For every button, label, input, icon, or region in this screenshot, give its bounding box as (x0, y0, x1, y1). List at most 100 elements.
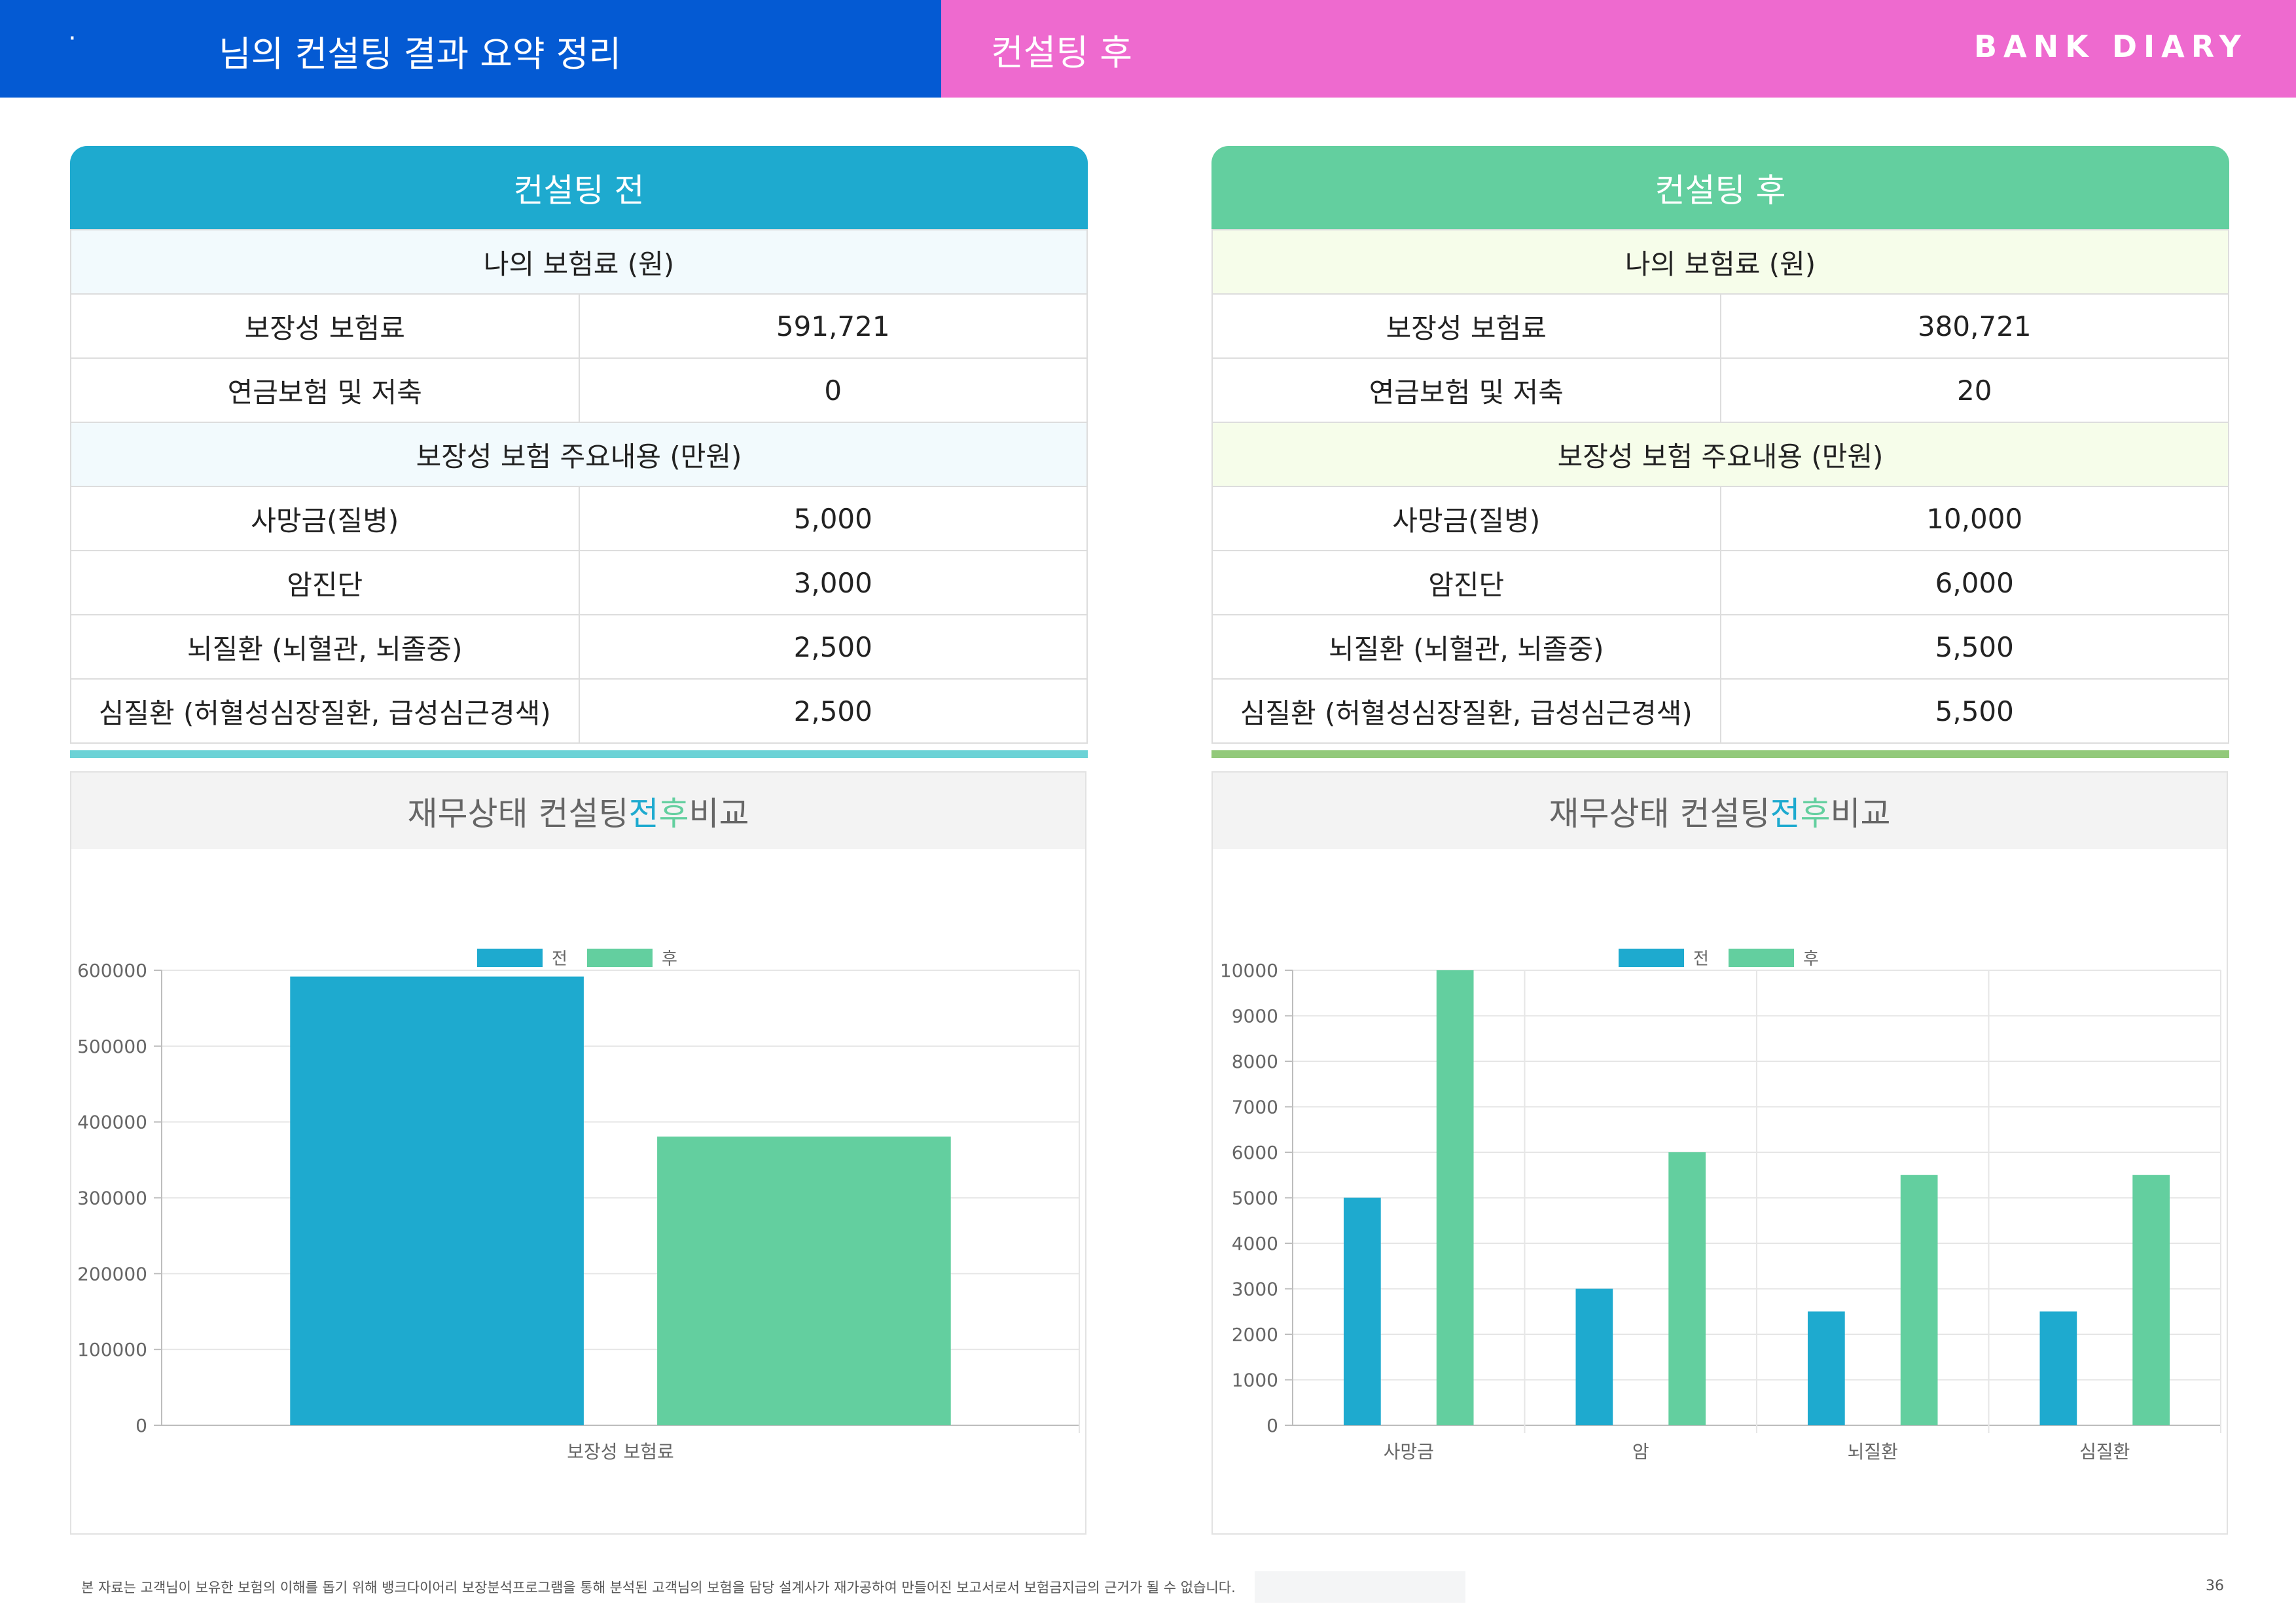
table-row: 나의 보험료 (원) (1211, 229, 2229, 295)
y-tick-label: 8000 (1232, 1051, 1278, 1072)
y-tick-label: 0 (1266, 1415, 1278, 1436)
y-tick-label: 9000 (1232, 1006, 1278, 1027)
before-panel: 컨설팅 전 나의 보험료 (원) 보장성 보험료 591,721 연금보험 및 저… (70, 146, 1088, 758)
table-row: 뇌질환 (뇌혈관, 뇌졸중) 5,500 (1211, 614, 2229, 680)
header-right-bar (941, 0, 2296, 98)
y-tick-label: 5000 (1232, 1188, 1278, 1209)
premium-bar-chart: 전 후 0 100000 200000 300000 400000 500000 600000 보… (77, 949, 1080, 1463)
row-value: 10,000 (1719, 486, 2229, 551)
y-tick-label: 4000 (1232, 1233, 1278, 1254)
bar (1575, 1288, 1613, 1425)
chart-title-prefix: 재무상태 컨설팅 (1549, 794, 1770, 833)
row-value: 380,721 (1719, 293, 2229, 359)
row-label: 보장성 보험료 (1211, 293, 1721, 359)
y-tick-label: 0 (135, 1415, 147, 1436)
y-tick-label: 6000 (1232, 1142, 1278, 1163)
legend-swatch (477, 949, 543, 967)
table-row: 연금보험 및 저축 20 (1211, 357, 2229, 423)
y-tick-label: 100000 (77, 1339, 147, 1360)
y-tick-label: 400000 (77, 1112, 147, 1133)
before-panel-title: 컨설팅 전 (70, 146, 1088, 229)
before-table: 나의 보험료 (원) 보장성 보험료 591,721 연금보험 및 저축 0 보장성… (70, 229, 1088, 744)
page-number: 36 (2206, 1578, 2224, 1594)
x-tick-label: 사망금 (1384, 1441, 1434, 1463)
x-tick-label: 보장성 보험료 (567, 1441, 673, 1463)
row-label: 암진단 (1211, 550, 1721, 615)
coverage-section-header: 보장성 보험 주요내용 (만원) (70, 422, 1088, 487)
legend-label: 전 (552, 949, 567, 969)
row-value: 5,000 (578, 486, 1088, 551)
chart-title-suffix: 비교 (689, 794, 749, 833)
x-tick-label: 심질환 (2079, 1441, 2130, 1463)
row-value: 2,500 (578, 678, 1088, 744)
row-label: 연금보험 및 저축 (1211, 357, 1721, 423)
row-label: 심질환 (허혈성심장질환, 급성심근경색) (70, 678, 580, 744)
y-tick-label: 3000 (1232, 1279, 1278, 1300)
y-tick-label: 600000 (77, 960, 147, 981)
y-tick-label: 2000 (1232, 1324, 1278, 1345)
row-label: 연금보험 및 저축 (70, 357, 580, 423)
bar (1668, 1152, 1706, 1425)
table-row: 연금보험 및 저축 0 (70, 357, 1088, 423)
bar (1807, 1311, 1845, 1425)
row-value: 2,500 (578, 614, 1088, 680)
chart-title-before: 전 (628, 794, 659, 833)
bar (657, 1136, 951, 1425)
y-tick-label: 500000 (77, 1036, 147, 1057)
y-tick-label: 200000 (77, 1263, 147, 1285)
y-tick-label: 7000 (1232, 1097, 1278, 1118)
bar (2132, 1175, 2170, 1425)
x-tick-label: 뇌질환 (1848, 1441, 1898, 1463)
brand-logo: BANK DIARY (1974, 29, 2248, 64)
chart-title-prefix: 재무상태 컨설팅 (407, 794, 629, 833)
chart-title-before: 전 (1770, 794, 1801, 833)
row-label: 암진단 (70, 550, 580, 615)
row-label: 뇌질환 (뇌혈관, 뇌졸중) (70, 614, 580, 680)
row-value: 5,500 (1719, 678, 2229, 744)
table-row: 암진단 6,000 (1211, 550, 2229, 615)
table-row: 암진단 3,000 (70, 550, 1088, 615)
header-left-bar: · 님의 컨설팅 결과 요약 정리 (0, 0, 941, 98)
row-value: 5,500 (1719, 614, 2229, 680)
row-value: 0 (578, 357, 1088, 423)
bar (1343, 1197, 1381, 1425)
row-label: 사망금(질병) (70, 486, 580, 551)
divider-strip (70, 750, 1088, 758)
table-row: 보장성 보험 주요내용 (만원) (1211, 422, 2229, 487)
legend-swatch (1619, 949, 1684, 967)
table-row: 심질환 (허혈성심장질환, 급성심근경색) 2,500 (70, 678, 1088, 744)
row-label: 사망금(질병) (1211, 486, 1721, 551)
coverage-bar-chart: 전 후 0 1000 2000 3000 4000 5000 6000 7000 8000 9000 1… (1220, 949, 2221, 1463)
table-row: 보장성 보험 주요내용 (만원) (70, 422, 1088, 487)
y-tick-label: 10000 (1220, 960, 1278, 981)
footer-box (1255, 1571, 1465, 1603)
bar (290, 976, 584, 1425)
bar (1436, 970, 1474, 1425)
chart-title-after: 후 (658, 794, 689, 833)
after-panel-title: 컨설팅 후 (1211, 146, 2229, 229)
table-row: 뇌질환 (뇌혈관, 뇌졸중) 2,500 (70, 614, 1088, 680)
row-value: 3,000 (578, 550, 1088, 615)
y-tick-label: 300000 (77, 1188, 147, 1209)
row-label: 뇌질환 (뇌혈관, 뇌졸중) (1211, 614, 1721, 680)
bar (1900, 1175, 1938, 1425)
premium-section-header: 나의 보험료 (원) (1211, 229, 2229, 295)
legend-label: 전 (1693, 949, 1709, 969)
page-subtitle: 컨설팅 후 (991, 32, 1132, 73)
row-label: 심질환 (허혈성심장질환, 급성심근경색) (1211, 678, 1721, 744)
coverage-section-header: 보장성 보험 주요내용 (만원) (1211, 422, 2229, 487)
chart-title-suffix: 비교 (1830, 794, 1891, 833)
legend-label: 후 (662, 949, 677, 969)
table-row: 심질환 (허혈성심장질환, 급성심근경색) 5,500 (1211, 678, 2229, 744)
after-panel: 컨설팅 후 나의 보험료 (원) 보장성 보험료 380,721 연금보험 및 저… (1211, 146, 2229, 758)
disclaimer: 본 자료는 고객님이 보유한 보험의 이해를 돕기 위해 뱅크다이어리 보장분석… (81, 1580, 1236, 1596)
legend-swatch (587, 949, 653, 967)
row-label: 보장성 보험료 (70, 293, 580, 359)
x-tick-label: 암 (1632, 1441, 1649, 1463)
table-row: 보장성 보험료 591,721 (70, 293, 1088, 359)
row-value: 591,721 (578, 293, 1088, 359)
divider-strip (1211, 750, 2229, 758)
table-row: 사망금(질병) 10,000 (1211, 486, 2229, 551)
